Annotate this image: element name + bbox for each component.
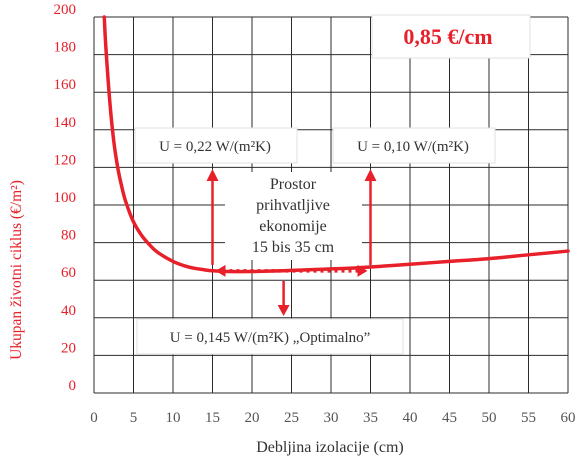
y-tick-label: 60 [61,265,76,281]
y-tick-label: 200 [54,2,77,18]
x-tick-label: 50 [482,410,497,426]
y-tick-label: 80 [61,228,76,244]
range-line-4: 15 bis 35 cm [252,239,335,256]
x-tick-label: 35 [363,410,378,426]
range-line-3: ekonomije [259,218,327,235]
range-arrow-right-head [357,264,368,277]
x-tick-label: 10 [166,410,181,426]
x-tick-label: 25 [284,410,299,426]
x-tick-label: 55 [521,410,536,426]
u-left-label: U = 0,22 W/(m²K) [159,139,271,155]
x-tick-labels: 0 5 10 15 20 25 30 35 40 45 50 55 60 [90,410,575,426]
y-axis-label: Ukupan životni ciklus (€/m²) [8,180,25,360]
y-tick-labels: 0 20 40 60 80 100 120 140 160 180 200 [54,2,77,394]
range-box [225,172,362,260]
y-tick-label: 140 [54,115,77,131]
arrow-up-right-head [364,169,377,181]
price-label: 0,85 €/cm [403,24,492,49]
u-right-label: U = 0,10 W/(m²K) [357,139,469,155]
x-tick-label: 30 [324,410,339,426]
y-tick-label: 20 [61,340,76,356]
x-tick-label: 40 [403,410,418,426]
x-axis-label: Debljina izolacije (cm) [256,439,403,456]
y-tick-label: 180 [54,40,77,56]
y-tick-label: 160 [54,77,77,93]
arrow-up-left-head [206,169,219,181]
u-optimal-box [136,318,404,355]
x-tick-label: 60 [561,410,576,426]
u-left-box [134,127,298,164]
y-tick-label: 0 [69,378,77,394]
x-tick-label: 0 [90,410,98,426]
u-right-box [332,127,496,164]
price-box [371,14,531,59]
series-line [102,15,570,274]
y-tick-label: 100 [54,190,77,206]
arrow-down-optimal-head [277,305,290,316]
y-tick-label: 120 [54,152,77,168]
range-arrow-left-head [215,264,226,277]
range-line-2: prihvatljive [256,197,330,214]
arrows [206,169,377,316]
x-tick-label: 20 [245,410,260,426]
u-optimal-label: U = 0,145 W/(m²K) „Optimalno” [170,330,371,346]
y-tick-label: 40 [61,303,76,319]
x-tick-label: 15 [205,410,220,426]
range-line-1: Prostor [270,176,317,193]
x-tick-label: 5 [130,410,138,426]
x-tick-label: 45 [442,410,457,426]
